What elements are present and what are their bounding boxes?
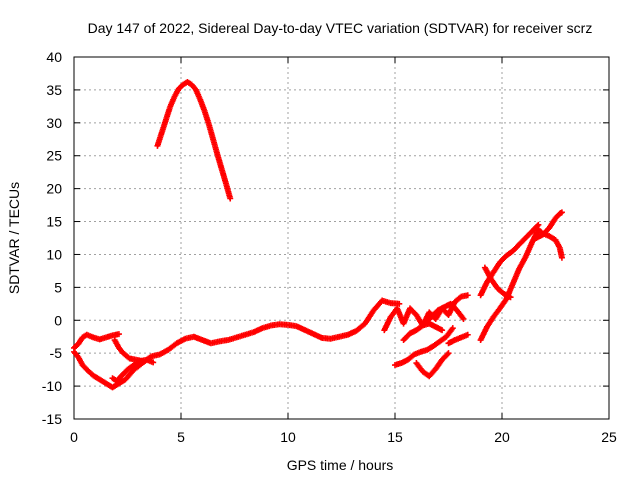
x-tick-label: 0 bbox=[70, 429, 78, 445]
data-point bbox=[139, 358, 146, 365]
series-arc-12 bbox=[477, 226, 542, 344]
data-point bbox=[535, 221, 542, 228]
data-point bbox=[150, 359, 157, 366]
x-axis-label: GPS time / hours bbox=[287, 457, 394, 473]
series-arc-7 bbox=[392, 325, 456, 369]
data-point bbox=[558, 254, 565, 261]
series-arc-11 bbox=[445, 331, 471, 347]
data-point bbox=[558, 209, 565, 216]
data-point bbox=[460, 315, 467, 322]
series-arc-8 bbox=[400, 320, 446, 344]
series-arc-5 bbox=[154, 79, 234, 202]
x-tick-label: 25 bbox=[601, 429, 617, 445]
y-tick-label: 35 bbox=[46, 82, 62, 98]
data-point bbox=[445, 350, 452, 357]
y-tick-label: 15 bbox=[46, 214, 62, 230]
y-tick-label: 5 bbox=[54, 279, 62, 295]
y-tick-label: 30 bbox=[46, 115, 62, 131]
series-arc-10 bbox=[421, 300, 467, 327]
data-point bbox=[439, 327, 446, 334]
y-tick-label: -10 bbox=[42, 378, 62, 394]
x-tick-label: 5 bbox=[177, 429, 185, 445]
series-arc-9 bbox=[413, 350, 452, 380]
series-arc-4 bbox=[111, 337, 146, 365]
data-point bbox=[227, 195, 234, 202]
x-tick-label: 10 bbox=[280, 429, 296, 445]
axis-ticks bbox=[73, 56, 610, 420]
data-point bbox=[444, 351, 451, 358]
y-tick-label: 0 bbox=[54, 312, 62, 328]
y-tick-label: -5 bbox=[50, 345, 63, 361]
series-arc-1 bbox=[71, 331, 122, 351]
data-points bbox=[71, 79, 565, 391]
tick-labels: 0 5 10 15 20 25 -15 -10 -5 0 5 10 15 20 25 30 35 40 bbox=[42, 49, 617, 445]
y-tick-label: -15 bbox=[42, 411, 62, 427]
y-tick-label: 10 bbox=[46, 246, 62, 262]
series-arc-16 bbox=[533, 225, 565, 261]
x-tick-label: 15 bbox=[387, 429, 403, 445]
y-tick-label: 20 bbox=[46, 181, 62, 197]
data-point bbox=[464, 292, 471, 299]
x-tick-label: 20 bbox=[494, 429, 510, 445]
y-axis-label: SDTVAR / TECUs bbox=[6, 182, 22, 294]
y-tick-label: 40 bbox=[46, 49, 62, 65]
chart-title: Day 147 of 2022, Sidereal Day-to-day VTE… bbox=[88, 20, 593, 36]
y-tick-label: 25 bbox=[46, 148, 62, 164]
grid bbox=[74, 57, 609, 419]
data-point bbox=[115, 331, 122, 338]
data-point bbox=[396, 300, 403, 307]
series-arc-14 bbox=[481, 264, 514, 301]
plot-frame bbox=[73, 56, 610, 420]
data-point bbox=[464, 331, 471, 338]
data-point bbox=[449, 325, 456, 332]
data-point bbox=[507, 294, 514, 301]
